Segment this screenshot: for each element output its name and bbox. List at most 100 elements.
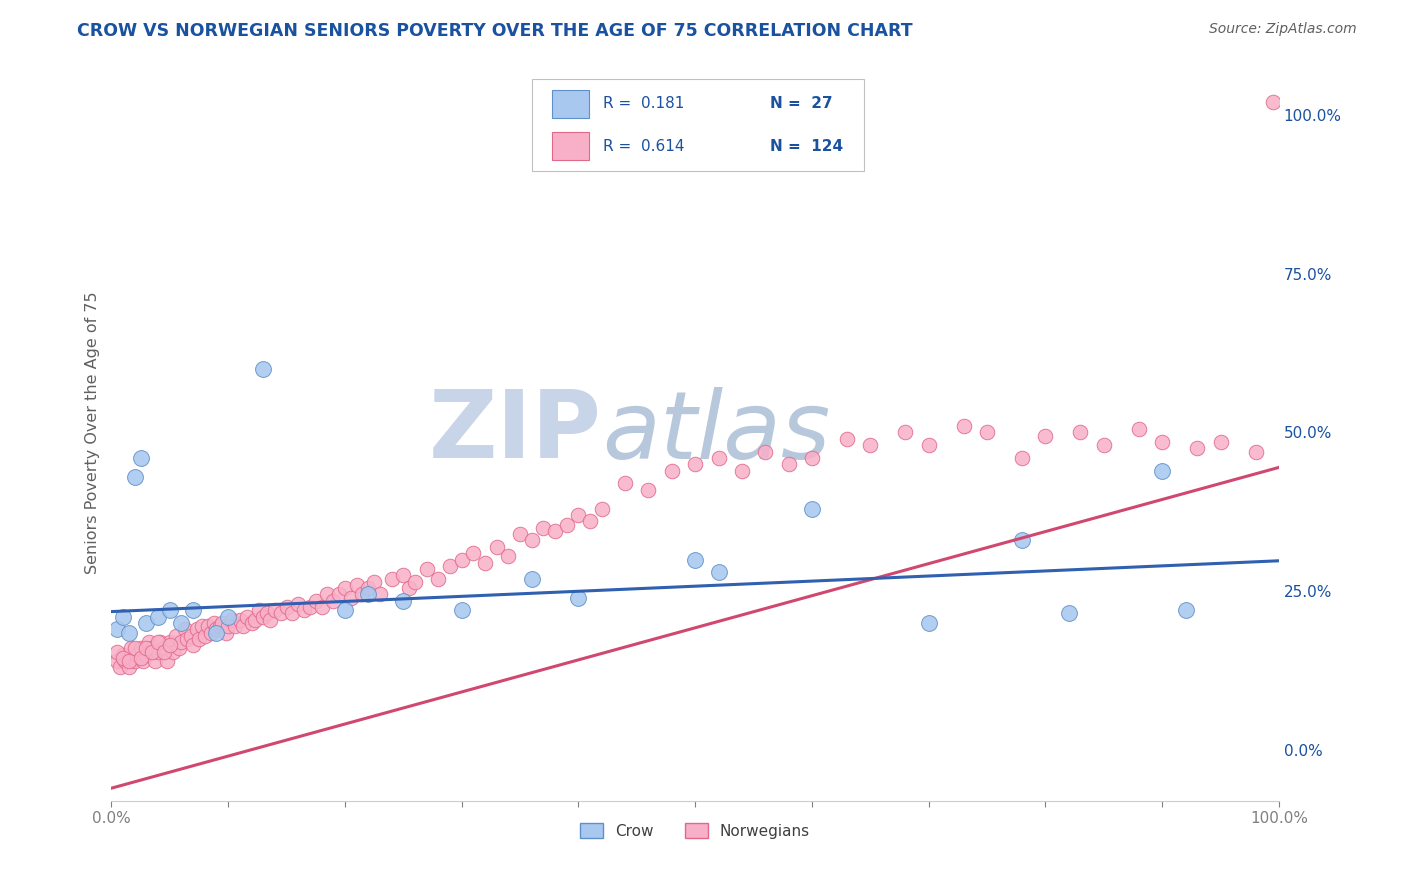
Point [229,613,252,627]
Point [247,603,270,617]
Point [1057,607,1080,621]
Point [661,464,683,478]
Point [1069,425,1091,440]
Point [159,603,181,617]
Point [1092,438,1115,452]
Point [208,619,231,633]
Point [311,600,333,615]
Point [567,591,589,605]
Point [186,623,208,637]
Point [339,591,361,605]
Point [1152,464,1174,478]
Point [118,654,141,668]
Point [1209,435,1232,450]
Text: CROW VS NORWEGIAN SENIORS POVERTY OVER THE AGE OF 75 CORRELATION CHART: CROW VS NORWEGIAN SENIORS POVERTY OVER T… [77,22,912,40]
Point [614,476,637,491]
Point [129,641,152,656]
Point [211,615,233,630]
Point [707,450,730,465]
Point [357,587,380,601]
Point [439,558,461,573]
Point [404,574,426,589]
Point [298,600,321,615]
Point [1174,603,1197,617]
Point [485,540,508,554]
Point [952,419,974,434]
Point [129,450,152,465]
Point [135,648,157,662]
Point [138,635,160,649]
Point [322,594,344,608]
Point [105,654,128,668]
Point [381,572,404,586]
Point [221,613,243,627]
Legend: Crow, Norwegians: Crow, Norwegians [574,816,815,845]
Point [114,654,136,668]
Point [217,609,239,624]
Point [143,654,166,668]
Text: N =  27: N = 27 [770,96,832,112]
Point [124,654,146,668]
Point [215,625,238,640]
Point [754,444,776,458]
Point [167,641,190,656]
Point [520,572,543,586]
Point [894,425,917,440]
Point [270,607,292,621]
Point [520,533,543,548]
FancyBboxPatch shape [551,132,589,160]
Point [778,457,800,471]
Point [531,521,554,535]
Point [415,562,437,576]
Point [243,613,266,627]
Point [256,607,278,621]
Point [316,587,339,601]
Point [918,615,941,630]
Point [124,470,146,484]
Point [707,565,730,579]
Text: ZIP: ZIP [429,386,602,478]
Point [141,641,163,656]
Point [252,609,274,624]
Point [112,648,135,662]
Point [170,615,193,630]
Point [263,603,285,617]
Point [153,645,176,659]
Point [731,464,754,478]
Point [637,483,659,497]
Point [191,619,214,633]
Point [205,623,228,637]
Point [124,641,146,656]
Point [118,625,141,640]
Point [683,552,706,566]
Point [159,638,181,652]
Point [135,615,157,630]
Point [509,527,531,541]
Point [800,501,823,516]
Point [165,629,187,643]
FancyBboxPatch shape [551,90,589,118]
Point [224,619,246,633]
Point [118,660,141,674]
Point [176,632,198,646]
Point [567,508,589,522]
Point [1011,533,1033,548]
Point [276,600,298,615]
Point [859,438,882,452]
Point [474,556,496,570]
Point [105,623,128,637]
Point [450,603,472,617]
Point [236,609,259,624]
Text: R =  0.181: R = 0.181 [603,96,685,112]
Text: R =  0.614: R = 0.614 [603,138,685,153]
Y-axis label: Seniors Poverty Over the Age of 75: Seniors Poverty Over the Age of 75 [86,291,100,574]
Point [463,546,485,560]
Point [287,597,309,611]
Point [156,654,179,668]
Point [146,635,169,649]
Point [240,615,263,630]
Point [112,651,135,665]
Point [180,629,202,643]
Point [127,648,149,662]
Point [120,641,142,656]
